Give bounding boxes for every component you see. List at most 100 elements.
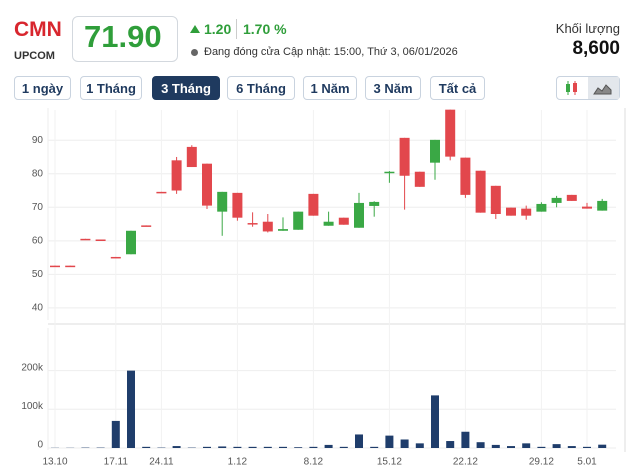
x-tick-label: 17.11: [104, 457, 129, 468]
y-tick-label: 80: [32, 168, 44, 179]
volume-bar: [491, 444, 500, 448]
volume-bar: [461, 431, 470, 448]
y-tick-label: 0: [37, 440, 43, 451]
x-tick-label: 15.12: [377, 457, 402, 468]
x-tick-label: 24.11: [149, 457, 174, 468]
candle-body: [323, 221, 334, 226]
volume-bar: [218, 446, 227, 448]
y-tick-label: 90: [32, 135, 44, 146]
range-button[interactable]: 1 ngày: [14, 76, 71, 100]
y-tick-label: 60: [32, 235, 44, 246]
volume-bar: [446, 441, 455, 448]
range-button[interactable]: Tất cả: [430, 76, 485, 100]
volume-bar: [142, 446, 151, 448]
range-button[interactable]: 1 Tháng: [80, 76, 142, 100]
candle-body: [217, 191, 228, 212]
exchange: UPCOM: [14, 50, 55, 62]
volume-bar: [339, 446, 348, 448]
volume-bar: [567, 446, 576, 448]
x-tick-label: 29.12: [529, 457, 554, 468]
candle-body: [80, 238, 91, 241]
change-pct: 1.70 %: [243, 21, 287, 37]
candle-body: [293, 211, 304, 230]
volume-bar: [294, 447, 303, 448]
candle-body: [50, 265, 60, 268]
candle-body: [490, 185, 501, 214]
price: 71.90: [84, 19, 162, 54]
volume-bar: [355, 434, 363, 448]
candle-body: [430, 139, 440, 163]
candle-body: [65, 265, 76, 268]
candle-body: [262, 221, 273, 232]
volume-bar: [127, 370, 135, 448]
candle-body: [551, 197, 562, 203]
candle-body: [521, 208, 532, 216]
candle-body: [110, 256, 121, 259]
candle-body: [597, 200, 608, 211]
candle-body: [232, 192, 243, 218]
candle-body: [186, 146, 197, 168]
candle-body: [126, 230, 136, 255]
volume: 8,600: [572, 38, 620, 59]
volume-bar: [385, 435, 394, 448]
range-button[interactable]: 3 Năm: [365, 76, 421, 100]
volume-bar: [415, 443, 424, 448]
volume-bar: [552, 444, 561, 448]
candle-body: [582, 206, 592, 209]
symbol: CMN: [14, 18, 62, 41]
candle-body: [369, 201, 380, 206]
volume-bar: [172, 446, 181, 448]
y-tick-label: 50: [32, 269, 44, 280]
toggle-icons: [566, 81, 612, 95]
x-tick-label: 22.12: [453, 457, 478, 468]
candle-body: [278, 229, 288, 231]
candle-body: [399, 137, 410, 176]
y-tick-label: 40: [32, 303, 44, 314]
volume-bar: [476, 442, 485, 448]
candle-body: [354, 202, 364, 228]
volume-bar: [400, 439, 409, 448]
status-dot: [191, 49, 198, 56]
chart-type-toggle[interactable]: [556, 76, 620, 100]
candle-body: [384, 171, 395, 174]
y-tick-label: 70: [32, 202, 44, 213]
candle-body: [460, 157, 471, 195]
up-arrow: [190, 25, 200, 33]
volume-bar: [431, 395, 439, 448]
volume-bar: [324, 444, 333, 448]
candle-body: [338, 217, 349, 225]
volume-label: Khối lượng: [555, 21, 620, 36]
candle-body: [202, 163, 212, 206]
candle-body: [156, 191, 167, 194]
candle-body: [141, 225, 152, 227]
range-button[interactable]: 6 Tháng: [227, 76, 295, 100]
y-tick-label: 100k: [21, 401, 44, 412]
candle-body: [247, 223, 258, 225]
volume-bar: [598, 444, 607, 448]
updated: Cập nhật: 15:00, Thứ 3, 06/01/2026: [283, 46, 458, 58]
volume-bar: [522, 443, 531, 448]
candle-body: [308, 193, 319, 216]
x-tick-label: 5.01: [577, 457, 597, 468]
volume-bar: [279, 446, 287, 448]
candle-body: [506, 207, 516, 216]
volume-bar: [537, 446, 546, 448]
candle-body: [445, 109, 456, 157]
candle-body: [171, 160, 182, 191]
volume-bar: [583, 446, 591, 448]
x-tick-label: 8.12: [304, 457, 324, 468]
y-tick-label: 200k: [21, 362, 44, 373]
candle-body: [566, 194, 577, 201]
candle-body: [95, 239, 106, 241]
volume-bar: [248, 446, 257, 448]
volume-bar: [203, 446, 211, 448]
volume-bar: [263, 446, 272, 448]
divider: [236, 19, 237, 39]
x-tick-label: 1.12: [228, 457, 248, 468]
x-tick-label: 13.10: [42, 457, 67, 468]
range-button[interactable]: 1 Năm: [303, 76, 357, 100]
volume-bar: [111, 420, 120, 448]
range-button[interactable]: 3 Tháng: [152, 76, 220, 100]
candle-body: [414, 171, 425, 187]
